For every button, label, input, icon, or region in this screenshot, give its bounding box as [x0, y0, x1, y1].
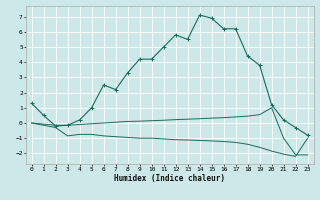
X-axis label: Humidex (Indice chaleur): Humidex (Indice chaleur): [114, 174, 225, 183]
